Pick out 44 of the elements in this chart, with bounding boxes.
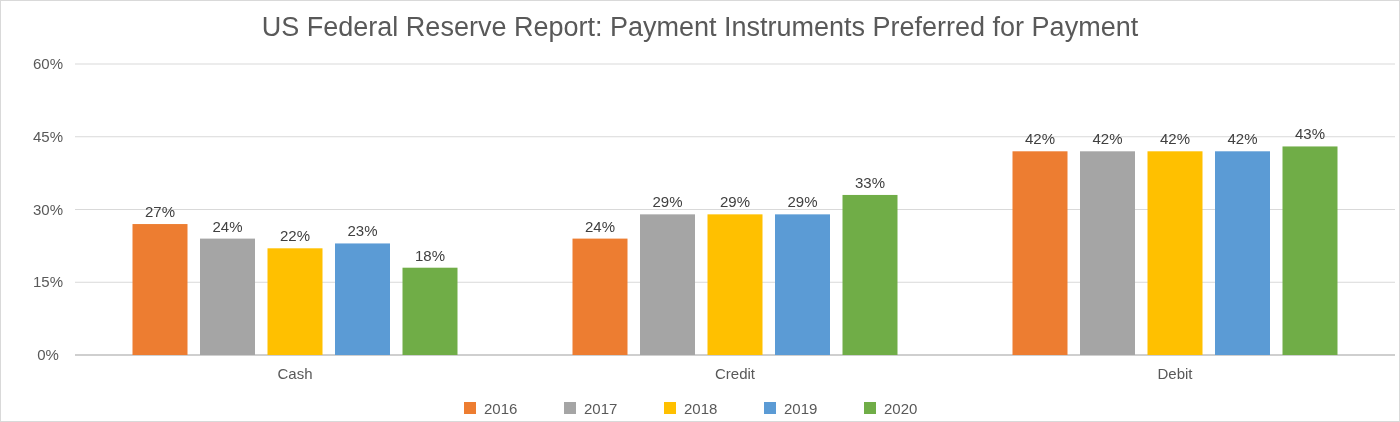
x-tick-label: Credit [714, 365, 756, 382]
y-tick-label: 0% [37, 346, 59, 363]
bar [267, 248, 323, 355]
bar [1012, 151, 1068, 355]
data-label: 23% [347, 222, 378, 240]
chart-title: US Federal Reserve Report: Payment Instruments Preferred for Payment [261, 12, 1139, 42]
data-label: 33% [854, 173, 886, 191]
data-label: 42% [1227, 130, 1258, 148]
x-tick-label: Cash [277, 365, 313, 382]
legend-label: 2016 [484, 400, 518, 417]
data-label: 24% [584, 217, 616, 235]
data-label: 24% [212, 217, 243, 235]
data-label: 18% [414, 246, 446, 264]
bar [640, 214, 695, 355]
bar [707, 214, 763, 355]
bar [1282, 146, 1338, 355]
legend-label: 2018 [684, 400, 718, 417]
bar [842, 194, 898, 355]
data-label: 29% [719, 193, 751, 211]
bar [132, 224, 188, 355]
bar [1080, 151, 1135, 355]
data-label: 27% [144, 203, 176, 221]
data-label: 42% [1092, 130, 1123, 148]
bar [775, 214, 830, 355]
y-tick-label: 15% [32, 273, 64, 291]
data-label: 42% [1159, 130, 1191, 148]
bar [335, 243, 390, 355]
bar [572, 238, 628, 355]
x-tick-label: Debit [1157, 365, 1194, 382]
y-tick-label: 45% [32, 127, 64, 145]
legend-label: 2019 [784, 400, 818, 417]
y-tick-label: 60% [32, 55, 64, 72]
data-label: 22% [279, 227, 311, 245]
legend-label: 2020 [884, 400, 918, 417]
data-label: 29% [652, 193, 683, 211]
bar [200, 238, 255, 355]
data-label: 43% [1294, 125, 1326, 143]
bar [1147, 151, 1203, 355]
legend-label: 2017 [584, 400, 618, 417]
bar [402, 267, 458, 355]
y-tick-label: 30% [32, 200, 64, 218]
bar [1215, 151, 1270, 355]
data-label: 29% [787, 193, 818, 211]
data-label: 42% [1024, 130, 1056, 148]
